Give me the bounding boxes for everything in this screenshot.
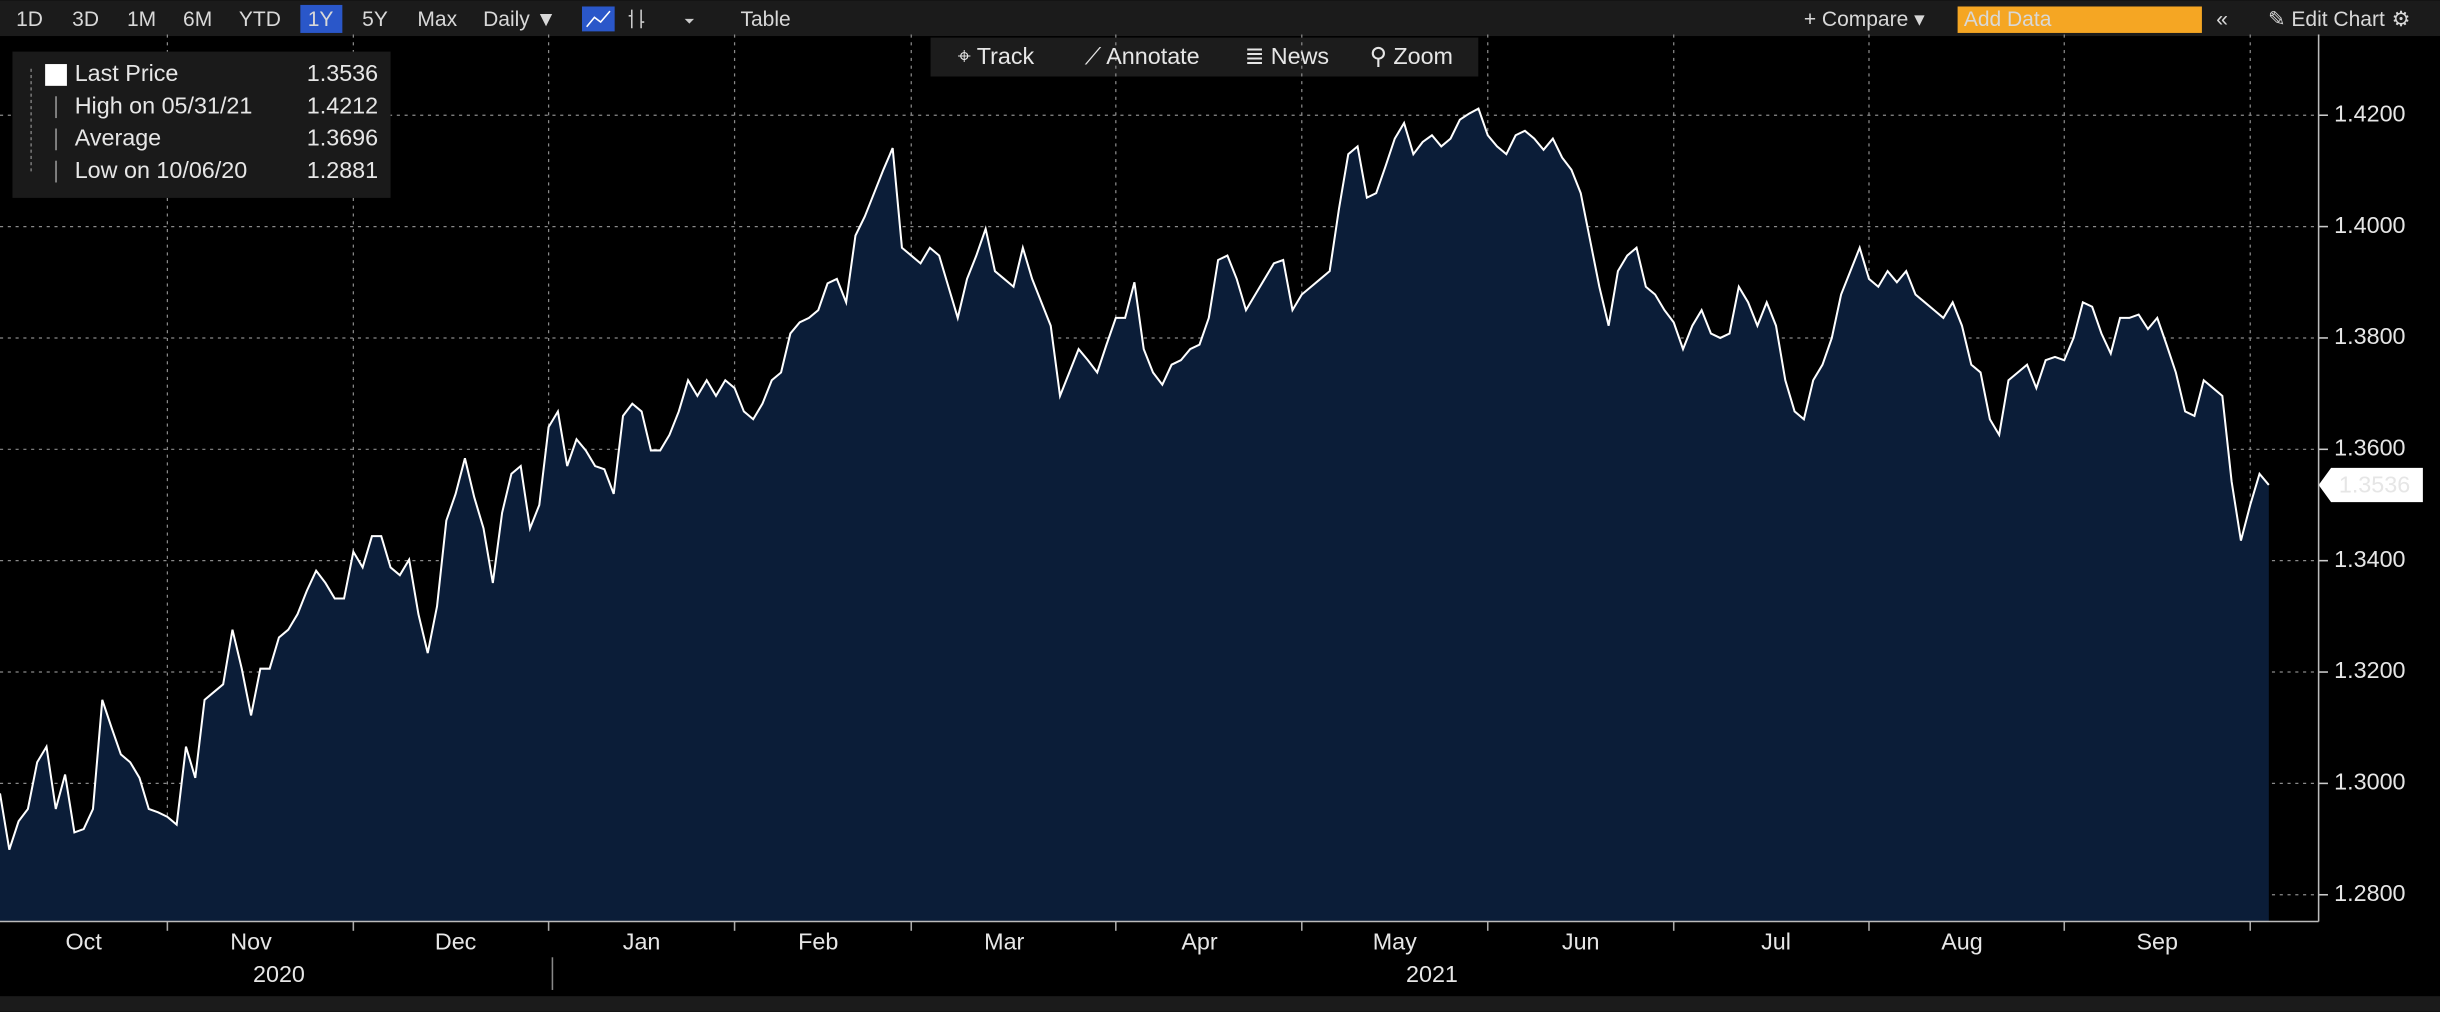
y-tick-label: 1.3000 (2334, 769, 2405, 795)
x-tick-label: Nov (230, 928, 272, 954)
x-tick-label: Jul (1761, 928, 1791, 954)
chart-tools (930, 37, 1479, 77)
toolbar-button[interactable]: 3D (72, 8, 99, 31)
toolbar-right-item[interactable]: ⚙ (2392, 8, 2411, 31)
toolbar-right-item[interactable]: ✎ Edit Chart (2268, 8, 2385, 31)
legend-value: 1.3536 (307, 60, 378, 86)
legend-label: Last Price (75, 60, 179, 86)
chart-tool[interactable]: ⌖ Track (958, 43, 1035, 69)
last-price-label: 1.3536 (2339, 472, 2410, 498)
x-tick-label: Sep (2136, 928, 2178, 954)
chart-tool[interactable]: ≣ News (1245, 43, 1329, 69)
toolbar-right-item[interactable]: Add Data (1964, 8, 2052, 31)
x-tick-label: Mar (984, 928, 1024, 954)
y-tick-label: 1.3800 (2334, 323, 2405, 349)
toolbar-button[interactable]: 1D (16, 8, 43, 31)
y-tick-label: 1.4200 (2334, 100, 2405, 126)
toolbar-right-item[interactable]: + Compare ▾ (1804, 8, 1925, 31)
last-price-tag (2318, 467, 2423, 503)
legend-value: 1.2881 (307, 157, 378, 183)
toolbar-button[interactable]: Daily ▼ (483, 8, 556, 31)
add-data-box[interactable] (1957, 6, 2202, 33)
x-tick-label: Jan (623, 928, 661, 954)
legend-swatch (45, 64, 67, 86)
toolbar-button[interactable]: 6M (183, 8, 212, 31)
chart-tool[interactable]: ⟋ Annotate (1085, 43, 1200, 69)
y-tick-label: 1.3600 (2334, 434, 2405, 460)
year-label: 2021 (1406, 961, 1458, 987)
toolbar-button[interactable]: Table (741, 8, 791, 31)
dropdown-icon[interactable] (684, 18, 695, 24)
x-tick-label: Dec (435, 928, 477, 954)
x-tick-label: Feb (798, 928, 838, 954)
toolbar-right-item[interactable]: « (2216, 8, 2228, 31)
legend-label: Average (75, 125, 161, 151)
legend-label: High on 05/31/21 (75, 92, 253, 118)
toolbar-button[interactable]: 1M (127, 8, 156, 31)
selected-range (300, 4, 343, 33)
year-label: 2020 (253, 961, 305, 987)
x-tick-label: May (1373, 928, 1417, 954)
x-tick-label: Apr (1181, 928, 1218, 954)
chart-type-line (586, 10, 611, 28)
ui: Last Price 1.3536 High on 05/31/21 1.4212 Av… (16, 4, 2411, 183)
price-line (0, 107, 2270, 850)
x-tick-label: Jun (1562, 928, 1600, 954)
footer-bar (0, 996, 2440, 1012)
toolbar-button[interactable]: YTD (239, 8, 281, 31)
toolbar-button[interactable]: Max (417, 8, 457, 31)
legend-box (12, 51, 391, 198)
legend-value: 1.4212 (307, 92, 378, 118)
y-tick-label: 1.2800 (2334, 880, 2405, 906)
chart-type-icon[interactable] (581, 6, 615, 32)
chart-tool[interactable]: ⚲ Zoom (1370, 43, 1453, 69)
y-tick-label: 1.3400 (2334, 546, 2405, 572)
x-tick-label: Oct (66, 928, 103, 954)
legend-label: Low on 10/06/20 (75, 157, 248, 183)
x-tick-label: Aug (1941, 928, 1983, 954)
legend-value: 1.3696 (307, 125, 378, 151)
y-tick-label: 1.4000 (2334, 212, 2405, 238)
bar-icon[interactable] (628, 9, 645, 29)
y-tick-label: 1.3200 (2334, 657, 2405, 683)
toolbar-button[interactable]: 1Y (308, 8, 334, 31)
toolbar-button[interactable]: 5Y (362, 8, 388, 31)
